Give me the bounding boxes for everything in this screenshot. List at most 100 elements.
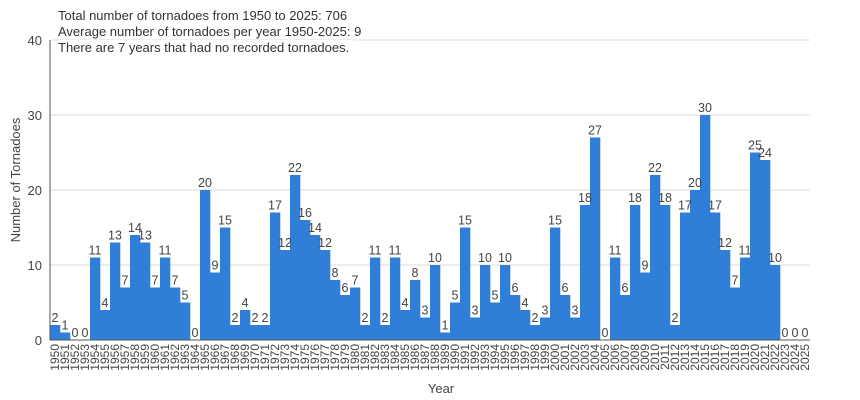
x-tick-label-1961: 1961	[158, 344, 172, 371]
data-label-1990: 5	[452, 289, 459, 303]
bar-2011	[660, 205, 671, 340]
axes: 0102030401950195119521953195419551956195…	[28, 33, 812, 371]
y-tick-label: 30	[28, 108, 42, 123]
y-tick-label: 10	[28, 258, 42, 273]
x-tick-label-1967: 1967	[218, 344, 232, 371]
x-tick-label-1988: 1988	[428, 344, 442, 371]
bar-1965	[200, 190, 211, 340]
x-tick-label-2009: 2009	[638, 344, 652, 371]
data-label-1968: 2	[232, 311, 239, 325]
data-label-1973: 12	[278, 236, 292, 250]
data-label-2007: 6	[622, 281, 629, 295]
bar-2015	[700, 115, 711, 340]
data-label-2010: 22	[648, 161, 662, 175]
y-tick-label: 0	[35, 333, 42, 348]
x-tick-label-1951: 1951	[58, 344, 72, 371]
x-tick-label-2015: 2015	[698, 344, 712, 371]
x-tick-label-2001: 2001	[558, 344, 572, 371]
bar-1990	[450, 302, 461, 340]
x-tick-label-1958: 1958	[128, 344, 142, 371]
x-tick-label-1987: 1987	[418, 344, 432, 371]
data-label-2008: 18	[628, 191, 642, 205]
bar-1958	[130, 235, 141, 340]
data-label-1982: 11	[369, 244, 382, 258]
bar-1989	[440, 332, 451, 340]
x-tick-label-1986: 1986	[408, 344, 422, 371]
bar-1979	[340, 295, 351, 340]
bar-2012	[670, 325, 681, 340]
x-tick-label-1989: 1989	[438, 344, 452, 371]
x-axis-title: Year	[428, 381, 455, 396]
x-tick-label-1973: 1973	[278, 344, 292, 371]
bar-2020	[750, 152, 761, 340]
bar-1962	[170, 287, 181, 340]
x-tick-label-2021: 2021	[758, 344, 772, 371]
bar-1997	[520, 310, 531, 340]
data-label-1953: 0	[82, 326, 89, 340]
data-label-1959: 13	[138, 229, 152, 243]
data-label-2006: 11	[609, 244, 622, 258]
x-tick-label-2016: 2016	[708, 344, 722, 371]
bar-1971	[260, 325, 271, 340]
x-tick-label-1984: 1984	[388, 344, 402, 371]
data-label-2003: 18	[578, 191, 592, 205]
x-tick-label-1952: 1952	[68, 344, 82, 371]
x-tick-label-1991: 1991	[458, 344, 472, 371]
data-label-1964: 0	[192, 326, 199, 340]
data-label-2020: 25	[748, 139, 762, 153]
bar-1974	[290, 175, 301, 340]
x-tick-label-1977: 1977	[318, 344, 332, 371]
y-tick-label: 40	[28, 33, 42, 48]
data-label-1975: 16	[298, 206, 312, 220]
x-tick-label-2004: 2004	[588, 344, 602, 371]
x-tick-label-1966: 1966	[208, 344, 222, 371]
x-tick-label-2006: 2006	[608, 344, 622, 371]
x-tick-label-1980: 1980	[348, 344, 362, 371]
data-label-1996: 6	[512, 281, 519, 295]
bar-1954	[90, 257, 101, 340]
data-label-1951: 1	[62, 319, 69, 333]
data-label-1974: 22	[288, 161, 302, 175]
x-tick-label-1979: 1979	[338, 344, 352, 371]
data-label-2015: 30	[698, 101, 712, 115]
data-label-1961: 11	[159, 244, 172, 258]
bar-1977	[320, 250, 331, 340]
x-tick-label-1972: 1972	[268, 344, 282, 371]
data-label-1976: 14	[308, 221, 322, 235]
x-tick-label-1996: 1996	[508, 344, 522, 371]
data-label-1950: 2	[52, 311, 59, 325]
data-label-1952: 0	[72, 326, 79, 340]
bar-1986	[410, 280, 421, 340]
x-tick-label-2011: 2011	[658, 344, 672, 370]
data-label-1992: 3	[472, 304, 479, 318]
x-tick-label-2025: 2025	[798, 344, 812, 371]
data-label-1955: 4	[102, 296, 109, 310]
bar-2018	[730, 287, 741, 340]
data-label-1985: 4	[402, 296, 409, 310]
bar-1983	[380, 325, 391, 340]
x-tick-label-1964: 1964	[188, 344, 202, 371]
bar-2008	[630, 205, 641, 340]
data-label-1995: 10	[498, 251, 512, 265]
bar-1963	[180, 302, 191, 340]
x-tick-label-2002: 2002	[568, 344, 582, 371]
y-tick-label: 20	[28, 183, 42, 198]
bar-1960	[150, 287, 161, 340]
bar-2006	[610, 257, 621, 340]
bar-1957	[120, 287, 131, 340]
bar-1992	[470, 317, 481, 340]
bar-1950	[50, 325, 61, 340]
bar-1988	[430, 265, 441, 340]
data-label-1965: 20	[198, 176, 212, 190]
data-label-2011: 18	[658, 191, 672, 205]
note-total: Total number of tornadoes from 1950 to 2…	[58, 8, 352, 23]
x-tick-label-1971: 1971	[258, 344, 272, 371]
data-label-2024: 0	[792, 326, 799, 340]
data-label-2016: 17	[708, 199, 722, 213]
bar-1981	[360, 325, 371, 340]
data-label-1989: 1	[442, 319, 449, 333]
data-label-1981: 2	[362, 311, 369, 325]
bar-1973	[280, 250, 291, 340]
data-label-1958: 14	[128, 221, 142, 235]
